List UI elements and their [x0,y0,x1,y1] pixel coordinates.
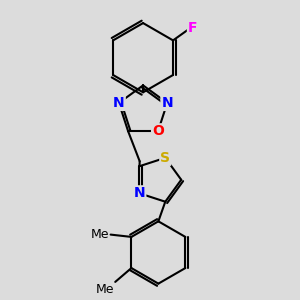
Text: N: N [113,96,125,110]
Text: Me: Me [96,283,114,296]
Text: F: F [188,21,197,35]
Text: S: S [160,151,170,165]
Text: N: N [161,96,173,110]
Text: O: O [152,124,164,138]
Text: N: N [134,186,145,200]
Text: Me: Me [91,228,110,241]
